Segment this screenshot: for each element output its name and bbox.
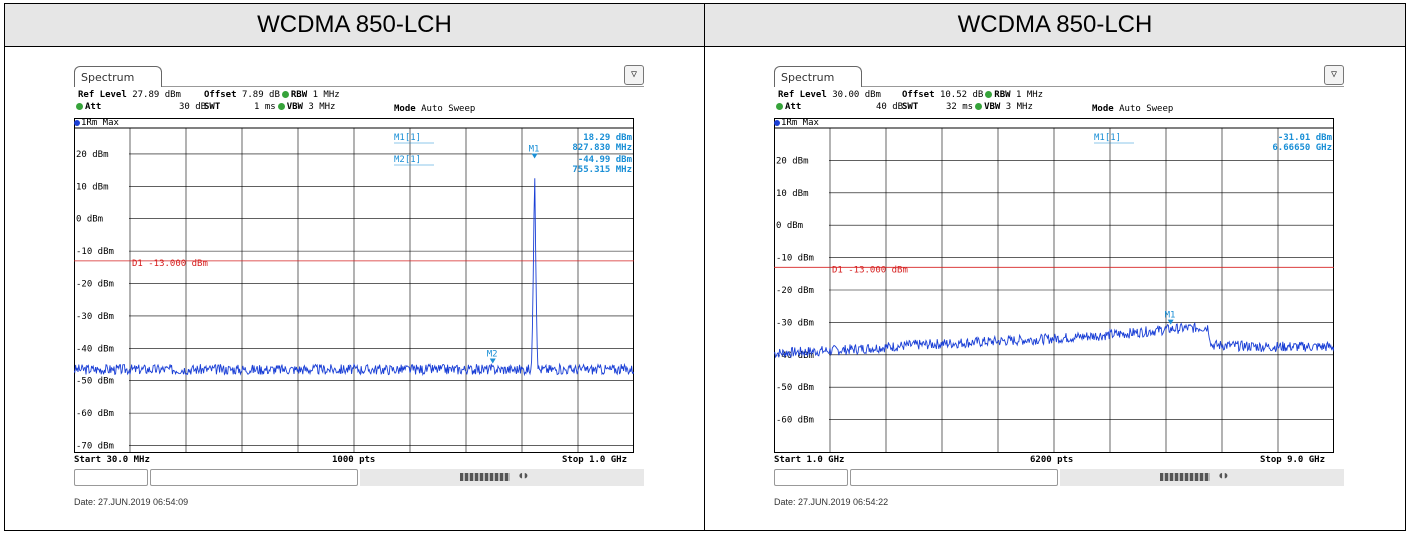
status-indicator-area: ◖◗ (360, 469, 644, 486)
coupled-indicator-icon (282, 91, 289, 98)
panel-header-left: WCDMA 850-LCH (5, 4, 704, 47)
att-value: 30 dB (179, 102, 206, 113)
trace-label: 1Rm Max (774, 118, 819, 128)
start-frequency: Start 1.0 GHz (774, 455, 844, 466)
column-divider (704, 3, 705, 531)
y-tick-label: -70 dBm (76, 442, 114, 452)
sweep-points: 6200 pts (1030, 455, 1073, 466)
swt-vbw: 32 ms VBW 3 MHz (946, 102, 1033, 113)
y-tick-label: -10 dBm (776, 254, 814, 264)
capture-date: Date: 27.JUN.2019 06:54:22 (774, 497, 888, 507)
y-tick-label: -40 dBm (76, 344, 114, 354)
marker-readout-level: 18.29 dBm (583, 133, 632, 143)
marker-readout-name: M2[1] (394, 155, 421, 165)
offset: Offset 7.89 dB RBW 1 MHz (204, 90, 340, 101)
y-tick-label: -30 dBm (776, 318, 814, 328)
marker-label: M1 (1165, 311, 1176, 321)
progress-icon (1160, 473, 1210, 481)
marker-readout-level: -31.01 dBm (1278, 133, 1333, 143)
status-field (774, 469, 848, 486)
att: Att (74, 102, 101, 113)
status-indicator-area: ◖◗ (1060, 469, 1344, 486)
y-tick-label: -50 dBm (776, 383, 814, 393)
y-tick-label: -20 dBm (776, 286, 814, 296)
y-tick-label: 0 dBm (76, 215, 103, 225)
att-value: 40 dB (876, 102, 903, 113)
ref-level: Ref Level 30.00 dBm (778, 90, 881, 101)
y-tick-label: 10 dBm (776, 189, 809, 199)
marker-readout-name: M1[1] (1094, 133, 1121, 143)
coupled-indicator-icon (975, 103, 982, 110)
display-line-label: D1 -13.000 dBm (132, 259, 208, 269)
swt: SWT (902, 102, 918, 113)
swt: SWT (204, 102, 220, 113)
coupled-indicator-icon (278, 103, 285, 110)
trace-indicator-icon (774, 120, 780, 126)
y-tick-label: -60 dBm (776, 416, 814, 426)
spectrum-plot-left: 20 dBm 10 dBm 0 dBm -10 dBm -20 dBm -30 dBm -4… (74, 118, 634, 453)
marker-label: M1 (529, 144, 540, 154)
coupled-indicator-icon (776, 103, 783, 110)
y-tick-label: -60 dBm (76, 409, 114, 419)
marker-readout-level: -44.99 dBm (578, 155, 633, 165)
coupled-indicator-icon (76, 103, 83, 110)
capture-date: Date: 27.JUN.2019 06:54:09 (74, 497, 188, 507)
status-message-field (850, 469, 1058, 486)
tab-underline (862, 86, 1344, 87)
status-bar: ◖◗ (774, 469, 1344, 486)
panel-header-right: WCDMA 850-LCH (705, 4, 1405, 47)
start-frequency: Start 30.0 MHz (74, 455, 150, 466)
trace-label: 1Rm Max (74, 118, 119, 128)
ref-level: Ref Level 27.89 dBm (78, 90, 181, 101)
sweep-mode: Mode Auto Sweep (394, 104, 475, 115)
status-field (74, 469, 148, 486)
menu-icon[interactable]: ▽ (624, 65, 644, 85)
sweep-mode: Mode Auto Sweep (1092, 104, 1173, 115)
spectrum-screenshot-right: Spectrum ▽ Ref Level 30.00 dBm Offset 10… (774, 63, 1344, 490)
marker-label: M2 (487, 349, 498, 359)
y-tick-label: 10 dBm (76, 182, 109, 192)
spectrum-screenshot-left: Spectrum ▽ Ref Level 27.89 dBm Offset 7.… (74, 63, 644, 490)
menu-icon[interactable]: ▽ (1324, 65, 1344, 85)
trace-indicator-icon (74, 120, 80, 126)
y-tick-label: 20 dBm (76, 150, 109, 160)
y-tick-label: -20 dBm (76, 280, 114, 290)
instrument-state-icon: ◖◗ (518, 471, 529, 481)
stop-frequency: Stop 1.0 GHz (562, 455, 627, 466)
coupled-indicator-icon (985, 91, 992, 98)
y-tick-label: -10 dBm (76, 247, 114, 257)
instrument-state-icon: ◖◗ (1218, 471, 1229, 481)
spectrum-tab[interactable]: Spectrum (774, 66, 862, 87)
display-line-label: D1 -13.000 dBm (832, 265, 908, 275)
status-message-field (150, 469, 358, 486)
y-tick-label: -50 dBm (76, 377, 114, 387)
marker-readout-freq: 6.66650 GHz (1272, 143, 1332, 153)
swt-vbw: 1 ms VBW 3 MHz (254, 102, 335, 113)
spectrum-tab[interactable]: Spectrum (74, 66, 162, 87)
marker-readout-freq: 755.315 MHz (572, 165, 632, 175)
stop-frequency: Stop 9.0 GHz (1260, 455, 1325, 466)
status-bar: ◖◗ (74, 469, 644, 486)
offset: Offset 10.52 dB RBW 1 MHz (902, 90, 1043, 101)
marker-readout-freq: 827.830 MHz (572, 143, 632, 153)
att: Att (774, 102, 801, 113)
sweep-points: 1000 pts (332, 455, 375, 466)
y-tick-label: 0 dBm (776, 221, 803, 231)
progress-icon (460, 473, 510, 481)
y-tick-label: -30 dBm (76, 312, 114, 322)
marker-readout-name: M1[1] (394, 133, 421, 143)
y-tick-label: 20 dBm (776, 156, 809, 166)
tab-underline (162, 86, 644, 87)
